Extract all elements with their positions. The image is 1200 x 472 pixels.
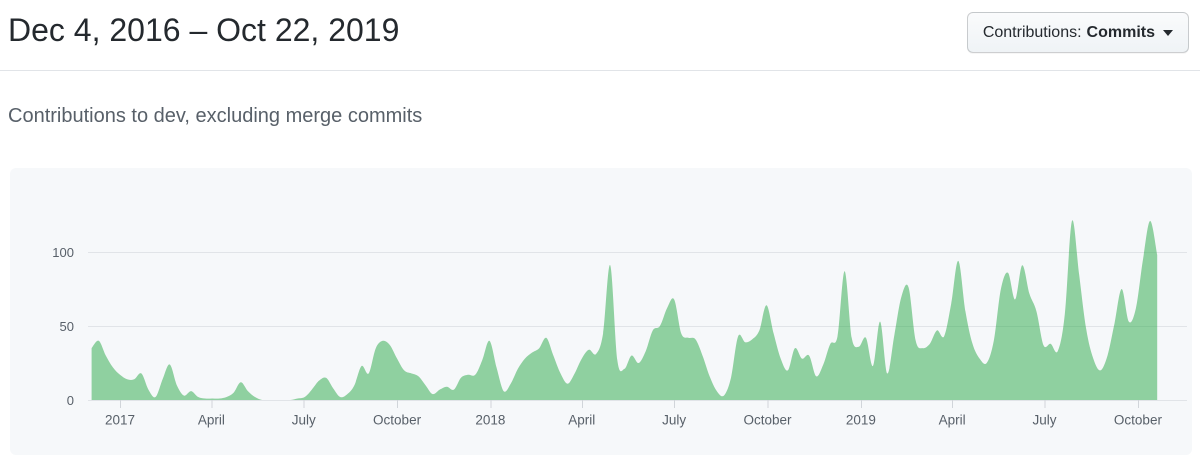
chart-subtitle: Contributions to dev, excluding merge co… bbox=[8, 105, 423, 127]
x-tick-label: April bbox=[568, 413, 595, 428]
y-tick-label: 100 bbox=[52, 245, 74, 260]
x-tick-label: 2019 bbox=[846, 413, 876, 428]
x-tick-label: 2017 bbox=[105, 413, 135, 428]
x-tick-label: April bbox=[198, 413, 225, 428]
filter-label: Contributions: bbox=[982, 23, 1082, 41]
x-tick-label: July bbox=[662, 413, 686, 428]
caret-down-icon bbox=[1163, 29, 1173, 36]
x-tick-label: October bbox=[373, 413, 422, 428]
x-tick-label: October bbox=[743, 413, 792, 428]
x-tick-label: 2018 bbox=[475, 413, 505, 428]
x-tick-label: April bbox=[939, 413, 966, 428]
chart-canvas: 2017 April July October 2018 April July October… bbox=[52, 220, 1187, 428]
y-tick-label: 50 bbox=[60, 319, 74, 334]
y-tick-label: 0 bbox=[67, 393, 74, 408]
commit-activity-area bbox=[91, 220, 1158, 400]
filter-value: Commits bbox=[1086, 23, 1155, 41]
contributions-filter-button[interactable]: Contributions: Commits bbox=[966, 12, 1189, 53]
page-title: Dec 4, 2016 – Oct 22, 2019 bbox=[8, 12, 400, 48]
x-tick-label: July bbox=[292, 413, 316, 428]
chart-panel: 2017 April July October 2018 April July October… bbox=[10, 168, 1192, 455]
header-divider bbox=[0, 70, 1200, 71]
x-tick-label: October bbox=[1114, 413, 1163, 428]
x-tick-label: July bbox=[1033, 413, 1057, 428]
